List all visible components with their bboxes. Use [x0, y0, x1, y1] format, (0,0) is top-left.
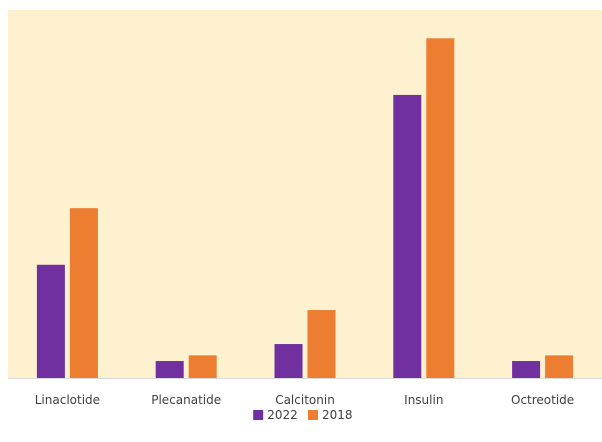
x-tick-label-plecanatide: Plecanatide	[151, 393, 221, 407]
x-tick-label-linaclotide: Linaclotide	[35, 393, 100, 407]
legend-swatch-2022	[253, 410, 263, 420]
legend: 2022 2018	[253, 408, 352, 422]
x-tick-labels: Linaclotide Plecanatide Calcitonin Insulin O…	[35, 393, 574, 407]
bar-calcitonin-2018	[308, 310, 336, 378]
bar-plecanatide-2022	[156, 361, 184, 378]
x-tick-label-octreotide: Octreotide	[511, 393, 574, 407]
bar-octreotide-2022	[512, 361, 540, 378]
bar-linaclotide-2022	[37, 265, 65, 378]
bar-insulin-2022	[393, 95, 421, 378]
x-tick-label-calcitonin: Calcitonin	[275, 393, 335, 407]
legend-swatch-2018	[308, 410, 318, 420]
legend-label-2022: 2022	[267, 408, 298, 422]
x-tick-label-insulin: Insulin	[404, 393, 443, 407]
bar-linaclotide-2018	[70, 208, 98, 378]
bar-insulin-2018	[426, 38, 454, 378]
bar-plecanatide-2018	[189, 355, 217, 378]
bar-calcitonin-2022	[275, 344, 303, 378]
legend-label-2018: 2018	[322, 408, 353, 422]
bar-octreotide-2018	[545, 355, 573, 378]
